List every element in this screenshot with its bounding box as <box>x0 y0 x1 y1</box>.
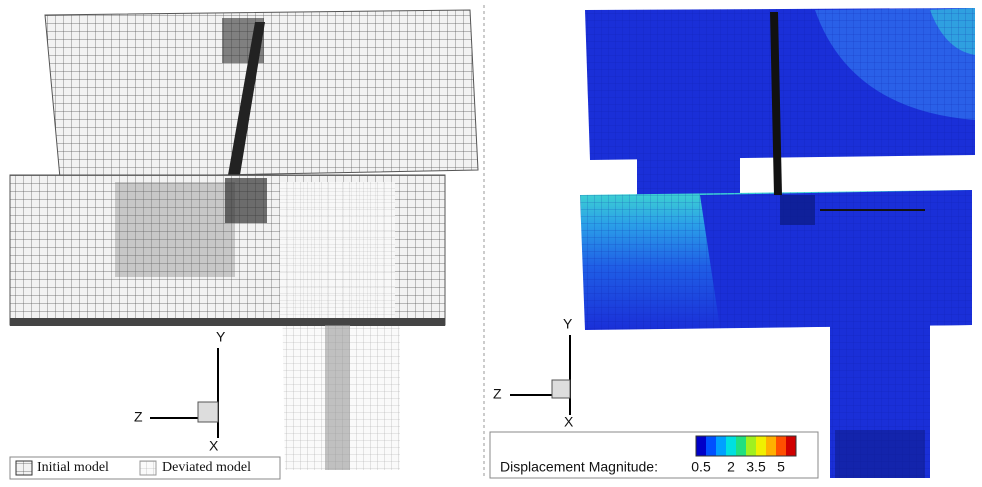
right-model <box>580 8 975 478</box>
left-triad: Y Z X <box>134 329 226 454</box>
colorbar-tick: 3.5 <box>746 459 766 475</box>
colorbar <box>696 436 796 456</box>
left-model <box>10 10 478 470</box>
colorbar-tick: 0.5 <box>691 459 711 475</box>
legend-item: Deviated model <box>162 460 251 475</box>
colorbar-legend: Displacement Magnitude: 0.5 2 3.5 5 <box>490 432 818 478</box>
axis-y: Y <box>563 316 573 332</box>
colorbar-title: Displacement Magnitude: <box>500 459 658 475</box>
screenshot: Y Z X Initial model Deviated model Y Z X… <box>0 0 982 482</box>
axis-x: X <box>209 438 219 454</box>
axis-y: Y <box>216 329 226 345</box>
axis-x: X <box>564 414 574 430</box>
colorbar-tick: 2 <box>727 459 735 475</box>
left-legend: Initial model Deviated model <box>10 457 280 479</box>
axis-z: Z <box>134 409 143 425</box>
right-triad: Y Z X <box>493 316 574 430</box>
colorbar-tick: 5 <box>777 459 785 475</box>
legend-item: Initial model <box>37 460 109 475</box>
axis-z: Z <box>493 386 502 402</box>
